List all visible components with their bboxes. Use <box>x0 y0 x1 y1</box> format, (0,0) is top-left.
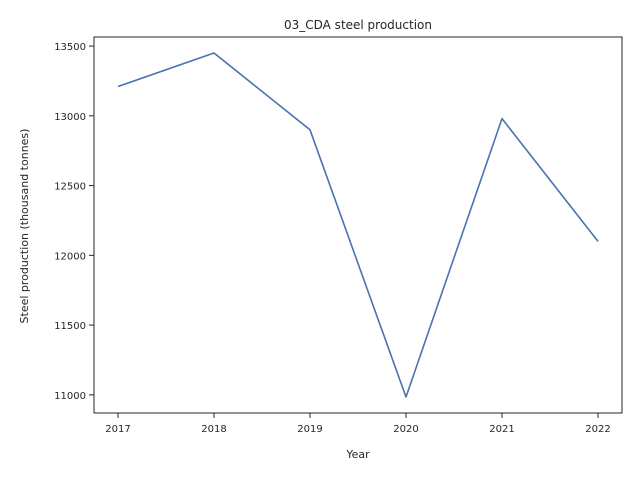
y-tick-label: 13500 <box>54 42 86 53</box>
plot-frame <box>93 36 623 414</box>
chart-title: 03_CDA steel production <box>284 18 432 32</box>
x-tick-label: 2020 <box>393 424 418 435</box>
x-tick-label: 2019 <box>297 424 322 435</box>
series-line <box>117 52 599 398</box>
y-tick-label: 11500 <box>54 321 86 332</box>
x-axis-label: Year <box>345 448 370 461</box>
x-tick-label: 2017 <box>105 424 130 435</box>
y-tick-label: 13000 <box>54 112 86 123</box>
x-tick-label: 2022 <box>585 424 610 435</box>
plot-area: 2017 2018 2019 2020 2021 2022 11000 11500 12000 1… <box>54 36 623 435</box>
y-tick-label: 12500 <box>54 182 86 193</box>
x-tick-label: 2021 <box>489 424 514 435</box>
x-tick-label: 2018 <box>201 424 226 435</box>
y-axis-label: Steel production (thousand tonnes) <box>18 129 31 324</box>
y-tick-label: 12000 <box>54 251 86 262</box>
y-tick-label: 11000 <box>54 391 86 402</box>
